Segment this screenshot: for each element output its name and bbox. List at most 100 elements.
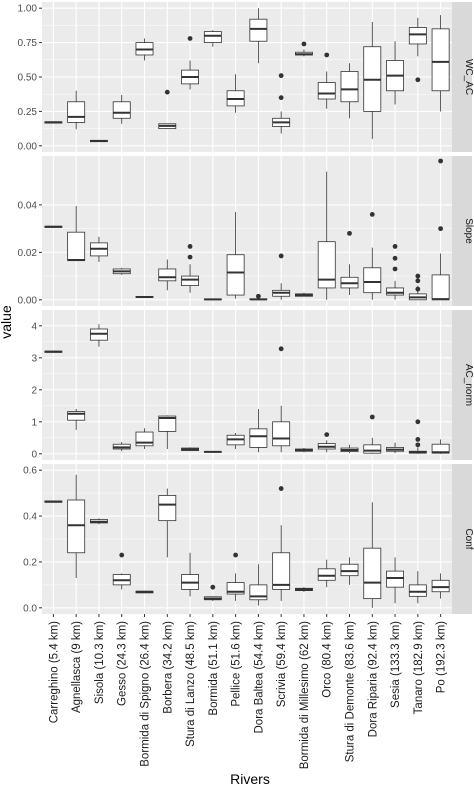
boxplot-2 — [90, 324, 108, 347]
box-iqr — [181, 275, 199, 286]
box-iqr — [363, 444, 382, 454]
box-iqr — [363, 547, 382, 600]
outlier-point — [278, 253, 284, 259]
boxplot-0 — [44, 350, 63, 353]
outlier-point — [369, 414, 375, 420]
boxplot-9 — [249, 8, 268, 64]
boxplot-3 — [112, 552, 131, 590]
boxplot-11 — [295, 41, 313, 57]
outlier-point — [255, 293, 261, 299]
outlier-point — [278, 73, 284, 79]
box-iqr — [340, 563, 359, 577]
outlier-point — [301, 41, 307, 47]
boxplot-4 — [135, 295, 154, 298]
boxplot-17 — [431, 573, 450, 599]
box-iqr — [249, 428, 268, 448]
boxplot-14 — [363, 502, 382, 608]
boxplot-1 — [67, 206, 86, 262]
box-iqr — [340, 71, 359, 103]
facet-strip — [452, 310, 472, 460]
outlier-point — [415, 419, 421, 425]
y-tick-label: 4 — [31, 321, 37, 332]
box-iqr — [386, 287, 404, 296]
boxplot-3 — [112, 441, 131, 452]
boxplot-13 — [340, 444, 359, 454]
x-tick-label: Sisola (10.3 km) — [94, 621, 106, 704]
facet-strip — [452, 464, 472, 614]
outlier-point — [392, 266, 398, 272]
boxplot-9 — [249, 564, 268, 606]
x-tick-label: Bormida di Spigno (26.4 km) — [140, 621, 152, 767]
y-axis-title: value — [0, 305, 14, 339]
outlier-point — [415, 77, 421, 83]
boxplot-14 — [363, 414, 382, 454]
boxplot-12 — [317, 171, 336, 300]
boxplot-1 — [67, 474, 86, 578]
facet-panel-conf: 0.0 0.2 0.4 0.6 Conf — [23, 464, 474, 614]
boxplot-0 — [44, 225, 63, 228]
outlier-point — [278, 95, 284, 101]
box-iqr — [67, 411, 86, 421]
box-iqr — [158, 495, 177, 522]
boxplot-13 — [340, 63, 359, 119]
facet-panel-slope: 0.00 0.02 0.04 Slope — [18, 156, 474, 306]
boxplot-11 — [295, 448, 313, 453]
boxplot-9 — [249, 409, 268, 453]
facet-panels: 0.000.250.500.751.00WC_AC0.000.020.04Slo… — [18, 2, 474, 614]
x-tick-label: Bormida di Millesimo (62 km) — [299, 621, 311, 769]
outlier-point — [119, 552, 125, 558]
box-iqr — [249, 584, 268, 601]
outlier-point — [438, 158, 444, 164]
y-tick-label: 0 — [31, 449, 37, 460]
x-tick-label: Stura di Lanzo (48.5 km) — [185, 621, 197, 747]
outlier-point — [187, 36, 193, 41]
boxplot-0 — [44, 500, 63, 503]
boxplot-11 — [295, 587, 313, 592]
boxplot-5 — [158, 415, 177, 450]
box-iqr — [272, 421, 291, 447]
x-tick-label: Pellice (51.6 km) — [231, 621, 243, 707]
outlier-point — [415, 278, 421, 284]
facet-panel-wc-ac: 0.00 0.25 0.50 0.75 1.00 WC_AC — [18, 2, 474, 152]
x-tick-label: Dora Baltea (54.4 km) — [253, 621, 265, 734]
facet-strip-label: Conf — [463, 528, 474, 549]
y-tick-label: 0.2 — [23, 557, 37, 568]
boxplot-10 — [272, 346, 291, 453]
box-iqr — [158, 415, 177, 432]
y-tick-label: 0.04 — [18, 200, 38, 211]
box-iqr — [226, 582, 245, 595]
box-iqr — [317, 82, 336, 100]
panel-background — [42, 156, 452, 306]
box-iqr — [203, 31, 222, 43]
boxplot-8 — [226, 212, 245, 299]
boxplot-6 — [181, 244, 199, 293]
outlier-point — [187, 254, 193, 260]
boxplot-3 — [112, 94, 131, 124]
boxplot-2 — [90, 236, 108, 262]
x-axis: Carreghino (5.4 km) Agnellasca (9 km) Siso… — [48, 614, 448, 769]
box-iqr — [135, 431, 154, 447]
boxplot-2 — [90, 139, 108, 143]
y-tick-label: 0.4 — [23, 512, 37, 523]
boxplot-12 — [317, 559, 336, 588]
boxplot-3 — [112, 267, 131, 275]
facet-strip-label: WC_AC — [463, 59, 474, 95]
boxplot-14 — [363, 211, 382, 300]
boxplot-8 — [226, 74, 245, 113]
outlier-point — [278, 486, 284, 491]
box-iqr — [431, 579, 450, 593]
y-tick-label: 0.75 — [18, 38, 38, 49]
facet-panel-ac-norm: 0 1 2 3 4 AC_norm — [31, 310, 474, 460]
boxplot-5 — [158, 488, 177, 558]
y-tick-label: 3 — [31, 353, 37, 364]
boxplot-10 — [272, 73, 291, 134]
boxplot-16 — [408, 17, 427, 83]
box-iqr — [317, 568, 336, 581]
x-tick-label: Stura di Demonte (83.6 km) — [345, 621, 357, 762]
boxplot-17 — [431, 15, 450, 112]
box-iqr — [67, 499, 86, 554]
outlier-point — [164, 89, 170, 95]
x-tick-label: Orco (80.4 km) — [322, 621, 334, 698]
boxplot-8 — [226, 552, 245, 601]
boxplot-6 — [181, 447, 199, 452]
